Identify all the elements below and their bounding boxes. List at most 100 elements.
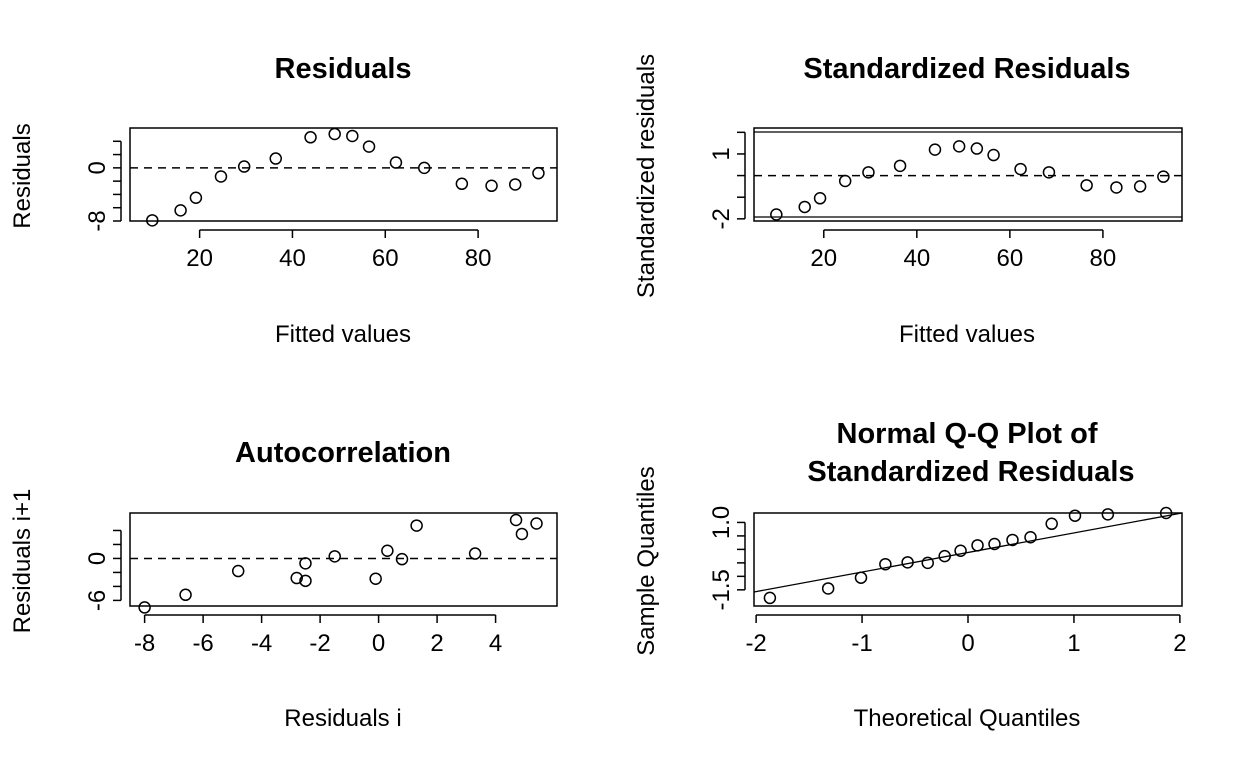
x-axis-label: Fitted values bbox=[899, 321, 1035, 348]
data-point bbox=[468, 547, 482, 560]
data-point bbox=[1045, 517, 1058, 531]
x-axis-label: Fitted values bbox=[275, 321, 411, 348]
y-axis-label: Standardized residuals bbox=[633, 54, 660, 298]
data-point bbox=[381, 544, 394, 558]
data-point bbox=[214, 170, 228, 183]
x-tick-label: 0 bbox=[961, 630, 974, 657]
data-point bbox=[893, 159, 907, 173]
chart-title-line-1: Normal Q-Q Plot of bbox=[837, 418, 1098, 450]
data-point bbox=[299, 574, 312, 588]
data-marks: -8 -6 -4 -2 0 2 4 -6 0 bbox=[84, 513, 557, 657]
data-point bbox=[928, 143, 942, 156]
data-point bbox=[146, 214, 159, 227]
data-point bbox=[862, 166, 875, 179]
chart-title: Residuals bbox=[275, 53, 412, 85]
data-point bbox=[1024, 531, 1037, 544]
data-point bbox=[346, 129, 359, 143]
x-tick-label: 20 bbox=[186, 245, 213, 272]
data-point bbox=[921, 556, 934, 570]
x-tick-label: 2 bbox=[430, 630, 443, 657]
data-point bbox=[854, 571, 868, 584]
plot-frame bbox=[753, 127, 1183, 222]
x-tick-label: -2 bbox=[745, 630, 766, 657]
x-tick-label: 0 bbox=[372, 630, 385, 657]
data-point bbox=[231, 564, 245, 578]
y-tick-label: -2 bbox=[708, 208, 735, 229]
data-point bbox=[410, 519, 423, 532]
data-point bbox=[970, 142, 984, 155]
y-tick-label: -6 bbox=[84, 590, 111, 611]
data-point bbox=[455, 177, 469, 191]
data-point bbox=[1133, 180, 1147, 193]
plot-frame bbox=[129, 512, 558, 607]
y-axis-label: Residuals bbox=[9, 123, 36, 228]
x-tick-label: -1 bbox=[851, 630, 872, 657]
data-point bbox=[821, 582, 835, 595]
panel-normal-qq: Normal Q-Q Plot of Standardized Residual… bbox=[633, 418, 1187, 732]
data-point bbox=[189, 191, 203, 204]
data-point bbox=[515, 527, 529, 541]
y-tick-label: -8 bbox=[84, 210, 111, 231]
data-point bbox=[418, 161, 431, 175]
y-axis-label: Residuals i+1 bbox=[9, 489, 36, 634]
data-point bbox=[328, 550, 341, 563]
data-point bbox=[138, 601, 151, 614]
data-point bbox=[1006, 533, 1019, 547]
data-point bbox=[530, 517, 543, 530]
data-point bbox=[508, 178, 522, 191]
data-point bbox=[954, 544, 967, 557]
y-tick-label: 0 bbox=[84, 161, 111, 174]
plot-frame bbox=[129, 127, 558, 222]
data-point bbox=[269, 152, 282, 165]
data-point bbox=[988, 537, 1001, 551]
data-point bbox=[770, 208, 783, 221]
data-point bbox=[879, 557, 892, 571]
data-point bbox=[763, 591, 777, 605]
data-point bbox=[299, 557, 312, 570]
data-point bbox=[952, 140, 966, 153]
data-point bbox=[485, 179, 498, 193]
data-point bbox=[179, 588, 192, 602]
data-point bbox=[1080, 179, 1093, 192]
data-point bbox=[987, 148, 1000, 162]
data-point bbox=[290, 571, 303, 585]
data-point bbox=[1068, 509, 1082, 522]
x-tick-label: -6 bbox=[192, 630, 213, 657]
x-tick-label: -4 bbox=[251, 630, 272, 657]
x-tick-label: 2 bbox=[1173, 630, 1186, 657]
data-marks: -2 -1 0 1 2 -1.5 1.0 bbox=[708, 506, 1187, 657]
x-tick-label: -8 bbox=[134, 630, 155, 657]
data-point bbox=[1101, 508, 1115, 521]
y-tick-label: 1 bbox=[708, 147, 735, 160]
x-tick-label: 80 bbox=[465, 245, 492, 272]
x-tick-label: -2 bbox=[309, 630, 330, 657]
data-point bbox=[838, 174, 852, 188]
x-tick-label: 40 bbox=[279, 245, 306, 272]
qq-reference-line bbox=[753, 512, 1183, 593]
x-tick-label: 60 bbox=[997, 245, 1024, 272]
data-point bbox=[971, 539, 984, 552]
x-tick-label: 20 bbox=[810, 245, 837, 272]
y-tick-label: -1.5 bbox=[708, 569, 735, 610]
panel-residuals: Residuals Fitted values Residuals 20 40 60… bbox=[9, 53, 558, 348]
x-tick-label: 80 bbox=[1090, 245, 1117, 272]
data-point bbox=[532, 166, 545, 180]
x-tick-label: 1 bbox=[1067, 630, 1080, 657]
x-axis-label: Residuals i bbox=[284, 705, 401, 732]
chart-title-line-2: Standardized Residuals bbox=[807, 456, 1134, 488]
data-point bbox=[174, 204, 187, 217]
data-point bbox=[304, 131, 317, 144]
data-point bbox=[1014, 162, 1027, 176]
data-point bbox=[328, 127, 341, 141]
data-point bbox=[509, 513, 523, 527]
data-point bbox=[389, 156, 403, 169]
data-point bbox=[1042, 166, 1056, 179]
data-point bbox=[362, 140, 376, 153]
y-axis-label: Sample Quantiles bbox=[633, 466, 660, 655]
data-point bbox=[369, 572, 382, 585]
data-marks: 20 40 60 80 -8 0 bbox=[84, 127, 557, 272]
data-point bbox=[1157, 170, 1170, 183]
y-tick-label: 1.0 bbox=[708, 506, 735, 539]
x-tick-label: 60 bbox=[372, 245, 399, 272]
